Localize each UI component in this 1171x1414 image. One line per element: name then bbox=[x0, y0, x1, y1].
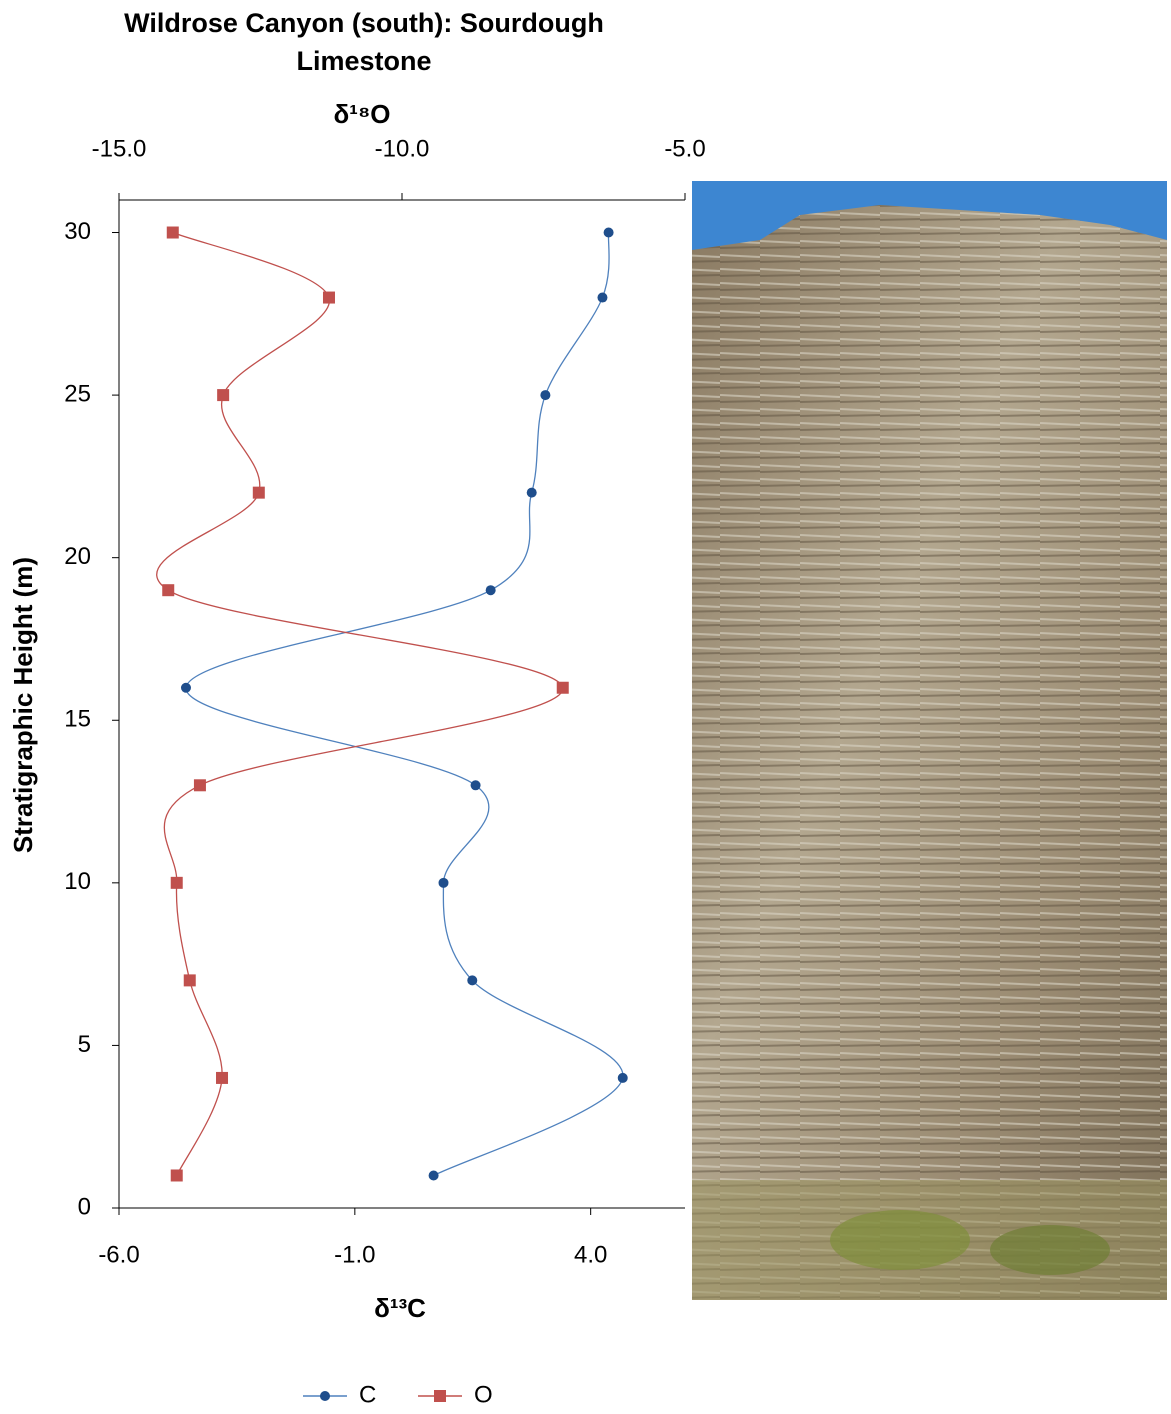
series-line bbox=[185, 232, 624, 1177]
y-tick-label: 15 bbox=[64, 706, 91, 733]
point bbox=[526, 487, 537, 498]
legend-label: O bbox=[474, 1381, 493, 1408]
y-tick-label: 0 bbox=[78, 1193, 91, 1220]
point bbox=[322, 291, 335, 304]
x2-tick-label: -10.0 bbox=[375, 135, 430, 162]
y-tick-label: 25 bbox=[64, 380, 91, 407]
y-tick-label: 30 bbox=[64, 218, 91, 245]
point bbox=[216, 1071, 229, 1084]
x-tick-label: -1.0 bbox=[334, 1241, 375, 1268]
point bbox=[170, 876, 183, 889]
photo bbox=[692, 181, 1167, 1300]
series-line bbox=[156, 231, 564, 1176]
legend-marker bbox=[320, 1391, 330, 1401]
point bbox=[428, 1170, 439, 1181]
point bbox=[467, 975, 478, 986]
x2-tick-label: -5.0 bbox=[664, 135, 705, 162]
point bbox=[193, 779, 206, 792]
y-tick-label: 10 bbox=[64, 868, 91, 895]
point bbox=[617, 1072, 628, 1083]
point bbox=[438, 877, 449, 888]
point bbox=[183, 974, 196, 987]
x2-tick-label: -15.0 bbox=[92, 135, 147, 162]
point bbox=[180, 682, 191, 693]
point bbox=[603, 227, 614, 238]
x-tick-label: -6.0 bbox=[98, 1241, 139, 1268]
legend-item: C bbox=[303, 1381, 376, 1408]
y-tick-label: 20 bbox=[64, 543, 91, 570]
legend-label: C bbox=[359, 1381, 376, 1408]
point bbox=[252, 486, 265, 499]
y-axis-title: Stratigraphic Height (m) bbox=[8, 557, 38, 853]
point bbox=[556, 681, 569, 694]
point bbox=[540, 390, 551, 401]
point bbox=[470, 780, 481, 791]
x2-axis-title: δ¹⁸O bbox=[334, 99, 391, 129]
point bbox=[162, 584, 175, 597]
point bbox=[485, 585, 496, 596]
y-tick-label: 5 bbox=[78, 1031, 91, 1058]
point bbox=[166, 226, 179, 239]
x-tick-label: 4.0 bbox=[574, 1241, 607, 1268]
point bbox=[170, 1169, 183, 1182]
chart-title: Wildrose Canyon (south): Sourdough Limes… bbox=[124, 8, 604, 76]
legend-item: O bbox=[418, 1381, 493, 1408]
point bbox=[217, 389, 230, 402]
x-axis-title: δ¹³C bbox=[374, 1293, 426, 1323]
legend-marker bbox=[434, 1390, 446, 1402]
point bbox=[597, 292, 608, 303]
